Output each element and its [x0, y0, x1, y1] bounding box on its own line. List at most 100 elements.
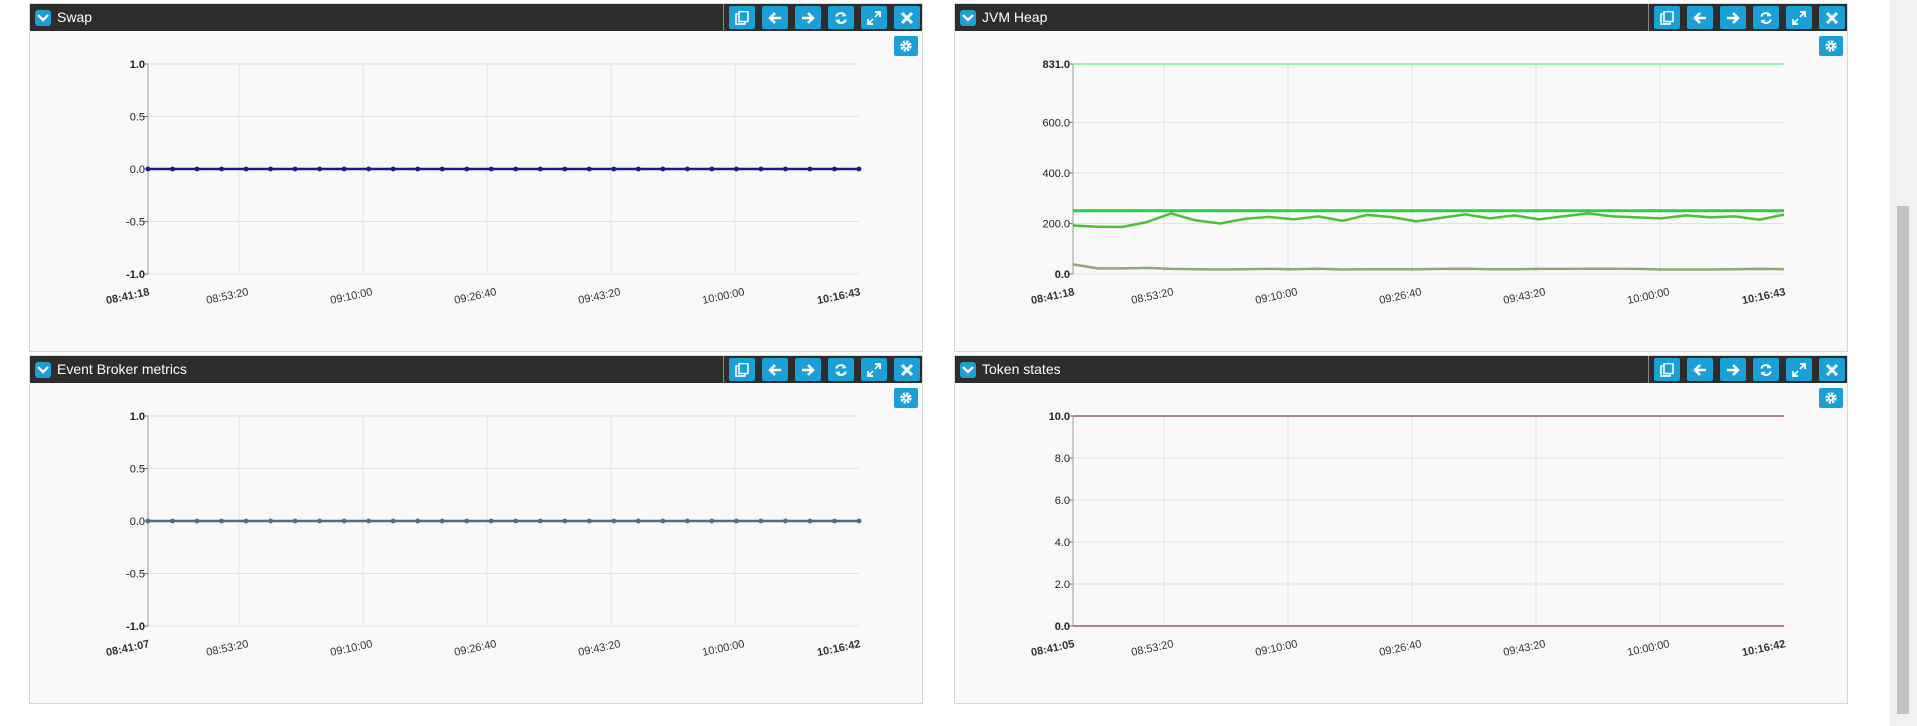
- x-tick-label: 08:53:20: [1130, 638, 1174, 659]
- arrow-left-button[interactable]: [1687, 358, 1713, 381]
- widget-header: Swap: [30, 4, 922, 31]
- refresh-button[interactable]: [1753, 358, 1779, 381]
- x-tick-label: 09:43:20: [1502, 286, 1546, 307]
- copy-button[interactable]: [729, 358, 755, 381]
- data-point: [488, 166, 494, 172]
- widget-title: Token states: [982, 361, 1061, 377]
- close-icon: [900, 11, 914, 25]
- data-point: [832, 166, 837, 172]
- data-point: [243, 518, 249, 524]
- data-point: [292, 166, 298, 172]
- chevron-down-icon[interactable]: [960, 10, 976, 26]
- arrow-right-button[interactable]: [795, 358, 821, 381]
- close-button[interactable]: [1819, 6, 1845, 29]
- data-point: [586, 518, 592, 524]
- data-point: [219, 518, 224, 524]
- arrow-right-button[interactable]: [795, 6, 821, 29]
- expand-button[interactable]: [1786, 358, 1812, 381]
- data-point: [832, 518, 837, 524]
- x-tick-label: 10:16:42: [816, 638, 862, 659]
- x-tick-label: 10:00:00: [701, 286, 745, 307]
- data-point: [317, 166, 323, 172]
- header-divider: [723, 4, 724, 31]
- arrow-left-icon: [1693, 12, 1706, 24]
- gear-icon[interactable]: [894, 388, 918, 408]
- close-button[interactable]: [1819, 358, 1845, 381]
- x-tick-label: 08:53:20: [205, 638, 249, 659]
- x-tick-label: 10:16:43: [1741, 286, 1787, 307]
- arrow-left-icon: [768, 364, 781, 376]
- close-button[interactable]: [894, 6, 920, 29]
- refresh-icon: [1760, 12, 1772, 24]
- gear-icon[interactable]: [1819, 388, 1843, 408]
- y-tick-label: 200.0: [1042, 218, 1070, 230]
- data-point: [537, 518, 543, 524]
- data-point: [366, 518, 372, 524]
- chevron-down-icon[interactable]: [960, 362, 976, 378]
- data-point: [170, 518, 175, 524]
- gear-icon[interactable]: [894, 36, 918, 56]
- arrow-left-icon: [768, 12, 781, 24]
- close-button[interactable]: [894, 358, 920, 381]
- scrollbar-thumb[interactable]: [1897, 206, 1909, 714]
- y-tick-label: 0.0: [130, 516, 145, 528]
- data-point: [488, 518, 494, 524]
- series-line: [1072, 212, 1785, 229]
- data-point: [170, 166, 175, 172]
- close-icon: [1825, 11, 1839, 25]
- data-point: [660, 518, 666, 524]
- data-point: [537, 166, 543, 172]
- refresh-button[interactable]: [828, 358, 854, 381]
- x-tick-label: 08:41:05: [1030, 638, 1076, 659]
- data-point: [439, 166, 445, 172]
- chevron-down-icon[interactable]: [35, 362, 51, 378]
- expand-icon: [1792, 11, 1806, 25]
- data-point: [684, 518, 690, 524]
- header-divider: [1648, 356, 1649, 383]
- event-broker-chart: 1.0 0.5 0.0 -0.5 -1.0 08:41:07 08:53:20 09:10:0…: [105, 411, 862, 659]
- copy-button[interactable]: [729, 6, 755, 29]
- gear-icon[interactable]: [1819, 36, 1843, 56]
- arrow-left-button[interactable]: [762, 358, 788, 381]
- data-point: [807, 518, 813, 524]
- expand-button[interactable]: [861, 6, 887, 29]
- copy-button[interactable]: [1654, 6, 1680, 29]
- refresh-button[interactable]: [1753, 6, 1779, 29]
- data-point: [586, 166, 592, 172]
- data-point: [758, 166, 764, 172]
- x-tick-label: 09:26:40: [453, 286, 497, 307]
- widget-swap: Swap 1.0 0.5 0.0 -0.5 -1.0 08:41:18 08:53:20 09…: [29, 3, 923, 352]
- arrow-right-button[interactable]: [1720, 358, 1746, 381]
- chart-area: 1.0 0.5 0.0 -0.5 -1.0 08:41:07 08:53:20 09:10:0…: [30, 383, 922, 703]
- data-point: [783, 166, 788, 172]
- x-tick-label: 09:26:40: [453, 638, 497, 659]
- copy-icon: [1660, 363, 1674, 377]
- expand-button[interactable]: [1786, 6, 1812, 29]
- y-tick-label: 400.0: [1042, 168, 1070, 180]
- y-tick-label: 0.0: [130, 164, 145, 176]
- page-scrollbar[interactable]: [1889, 0, 1917, 726]
- x-tick-label: 08:41:18: [1030, 286, 1076, 307]
- widget-token-states: Token states 10.0 8.0 6.0 4.0 2.0 0.0 08:41:05…: [954, 355, 1848, 704]
- y-tick-label: 1.0: [130, 411, 145, 423]
- data-point: [734, 518, 739, 524]
- arrow-left-button[interactable]: [1687, 6, 1713, 29]
- data-point: [243, 166, 249, 172]
- expand-button[interactable]: [861, 358, 887, 381]
- copy-button[interactable]: [1654, 358, 1680, 381]
- y-tick-label: 0.5: [130, 112, 145, 124]
- y-tick-label: 600.0: [1042, 117, 1070, 129]
- x-tick-label: 08:53:20: [205, 286, 249, 307]
- x-tick-label: 10:00:00: [1626, 286, 1670, 307]
- x-tick-label: 09:43:20: [577, 638, 621, 659]
- data-point: [194, 166, 200, 172]
- arrow-right-button[interactable]: [1720, 6, 1746, 29]
- arrow-left-button[interactable]: [762, 6, 788, 29]
- data-point: [856, 166, 862, 172]
- x-tick-label: 09:26:40: [1378, 638, 1422, 659]
- x-tick-label: 09:43:20: [1502, 638, 1546, 659]
- refresh-button[interactable]: [828, 6, 854, 29]
- data-point: [366, 166, 372, 172]
- chevron-down-icon[interactable]: [35, 10, 51, 26]
- data-point: [341, 518, 347, 524]
